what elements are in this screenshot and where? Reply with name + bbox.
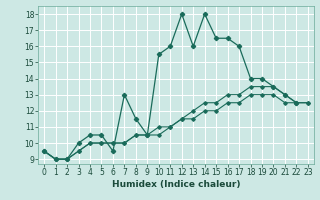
X-axis label: Humidex (Indice chaleur): Humidex (Indice chaleur) [112, 180, 240, 189]
